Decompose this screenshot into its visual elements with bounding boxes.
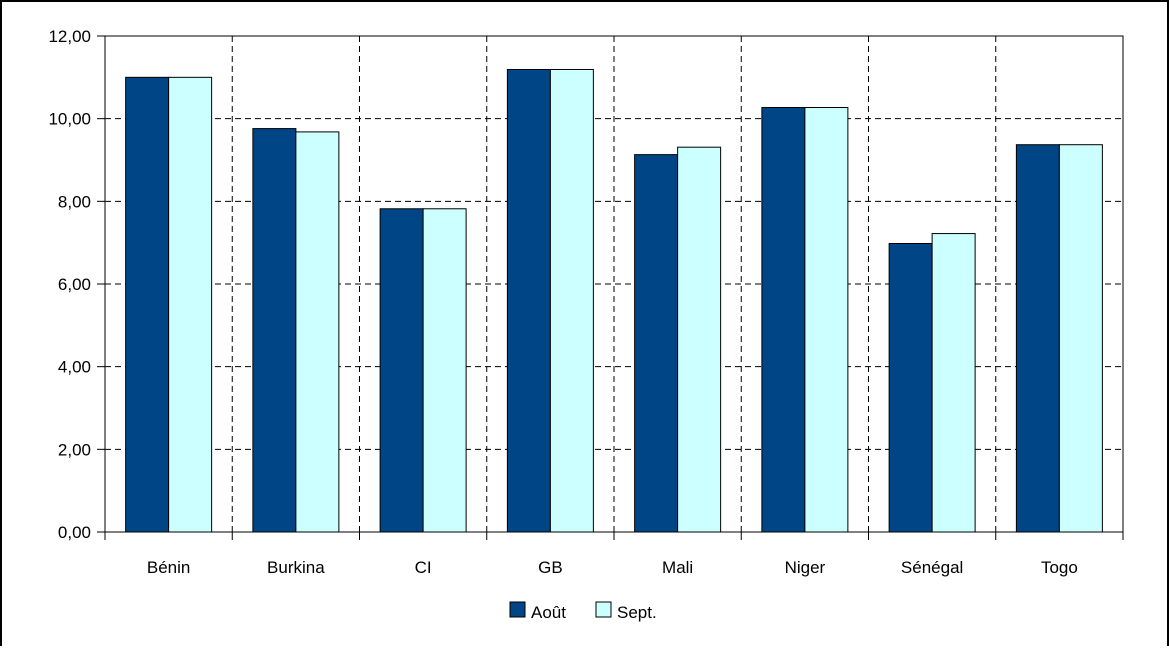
y-tick-label: 12,00 [48, 27, 91, 46]
y-tick-label: 10,00 [48, 110, 91, 129]
x-category-label: Mali [662, 558, 693, 577]
y-tick-label: 8,00 [58, 192, 91, 211]
legend-swatch-aout [509, 601, 526, 618]
bar-aout [1015, 144, 1060, 533]
legend-label-sept: Sept. [617, 603, 657, 622]
legend-label-aout: Août [531, 603, 566, 622]
bar-sept [804, 107, 849, 533]
bar-aout [506, 68, 551, 533]
bar-aout [888, 242, 933, 533]
bar-aout [379, 208, 424, 533]
y-tick-label: 4,00 [58, 358, 91, 377]
bar-sept [168, 76, 213, 533]
legend-swatch-sept [595, 601, 612, 618]
bar-sept [931, 233, 976, 533]
y-tick-label: 0,00 [58, 523, 91, 542]
y-tick-label: 2,00 [58, 440, 91, 459]
bar-aout [252, 128, 297, 533]
x-category-label: Burkina [267, 558, 325, 577]
legend: Août Sept. [509, 601, 657, 622]
bar-sept [549, 68, 594, 533]
x-category-label: Togo [1041, 558, 1078, 577]
bars-layer [125, 68, 1103, 533]
bar-aout [634, 154, 679, 533]
x-category-label: Bénin [147, 558, 190, 577]
x-category-label: CI [415, 558, 432, 577]
bar-sept [422, 208, 467, 533]
bar-sept [295, 131, 340, 533]
axis-layer: 0,00 2,00 4,00 6,00 8,00 10,00 12,00 Bénin Burki… [48, 27, 1124, 577]
y-tick-label: 6,00 [58, 275, 91, 294]
x-category-label: Sénégal [901, 558, 963, 577]
bar-sept [677, 146, 722, 533]
x-category-label: GB [538, 558, 563, 577]
x-category-label: Niger [785, 558, 826, 577]
bar-aout [761, 107, 806, 533]
bar-sept [1058, 144, 1103, 533]
bar-aout [125, 76, 170, 533]
